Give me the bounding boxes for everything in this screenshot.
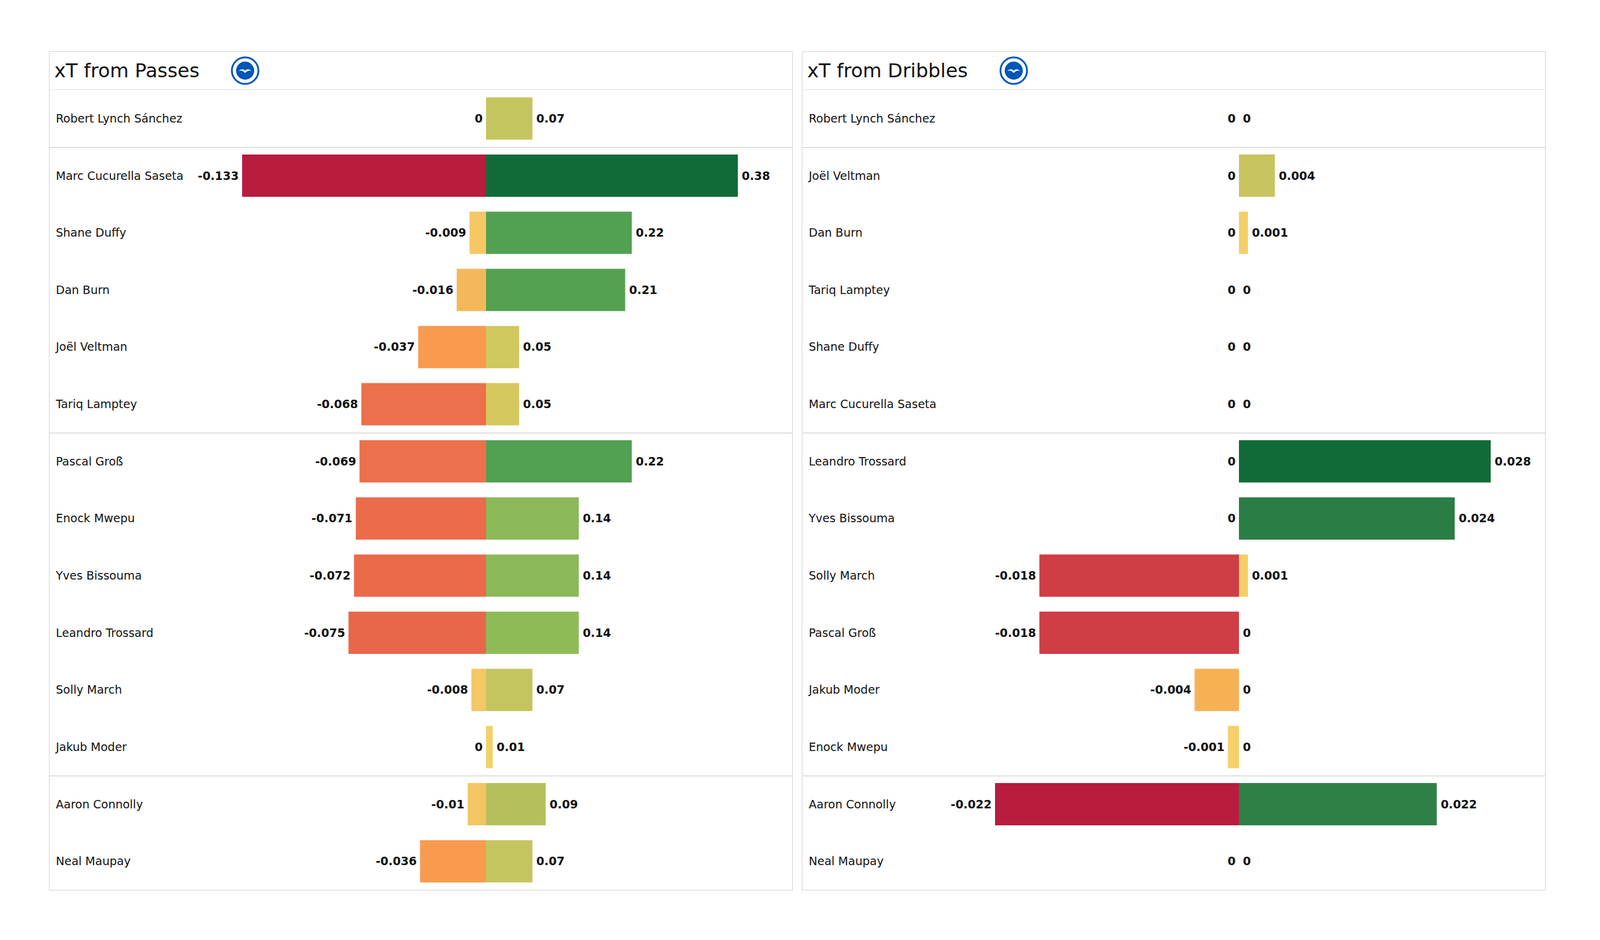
svg-text:0: 0 xyxy=(474,111,483,125)
svg-text:Yves Bissouma: Yves Bissouma xyxy=(55,568,142,583)
svg-text:0.004: 0.004 xyxy=(1278,169,1316,183)
svg-text:-0.008: -0.008 xyxy=(426,682,468,697)
svg-text:0: 0 xyxy=(1243,339,1252,354)
svg-text:-0.022: -0.022 xyxy=(950,797,992,811)
svg-text:Neal Maupay: Neal Maupay xyxy=(56,854,132,868)
svg-text:Jakub Moder: Jakub Moder xyxy=(808,682,881,697)
svg-text:0.22: 0.22 xyxy=(635,225,665,240)
svg-text:Aaron Connolly: Aaron Connolly xyxy=(56,797,144,811)
svg-text:Enock Mwepu: Enock Mwepu xyxy=(56,511,136,525)
svg-text:Robert Lynch Sánchez: Robert Lynch Sánchez xyxy=(809,111,936,125)
svg-text:Leandro Trossard: Leandro Trossard xyxy=(809,454,907,468)
svg-text:0: 0 xyxy=(1243,111,1252,125)
svg-text:0: 0 xyxy=(1227,854,1236,868)
svg-text:0.07: 0.07 xyxy=(536,111,565,125)
svg-text:Tariq Lamptey: Tariq Lamptey xyxy=(808,283,890,297)
svg-text:Aaron Connolly: Aaron Connolly xyxy=(809,797,896,811)
svg-text:0.07: 0.07 xyxy=(536,682,565,697)
html-text:xT from Dribbles: xT from Dribbles xyxy=(807,59,968,83)
svg-text:Marc Cucurella Saseta: Marc Cucurella Saseta xyxy=(56,169,184,183)
svg-text:0: 0 xyxy=(1227,454,1236,468)
svg-text:-0.075: -0.075 xyxy=(304,626,346,640)
svg-text:Neal Maupay: Neal Maupay xyxy=(809,854,884,868)
svg-text:Solly March: Solly March xyxy=(56,682,122,697)
svg-text:Dan Burn: Dan Burn xyxy=(56,283,110,297)
svg-text:0: 0 xyxy=(1243,740,1252,754)
svg-text:0: 0 xyxy=(1243,854,1252,868)
svg-text:Dan Burn: Dan Burn xyxy=(809,225,863,240)
svg-text:0: 0 xyxy=(1227,283,1236,297)
html-text:xT from Passes: xT from Passes xyxy=(54,59,200,83)
svg-text:0.09: 0.09 xyxy=(549,797,578,811)
svg-text:0: 0 xyxy=(1243,626,1252,640)
svg-text:-0.009: -0.009 xyxy=(425,225,467,240)
svg-text:0: 0 xyxy=(1227,511,1236,525)
svg-text:Marc Cucurella Saseta: Marc Cucurella Saseta xyxy=(809,397,937,411)
svg-text:0.001: 0.001 xyxy=(1251,568,1288,583)
svg-text:Jakub Moder: Jakub Moder xyxy=(55,740,128,754)
svg-text:Enock Mwepu: Enock Mwepu xyxy=(809,740,889,754)
svg-text:Yves Bissouma: Yves Bissouma xyxy=(808,511,895,525)
svg-text:-0.068: -0.068 xyxy=(316,397,359,411)
svg-text:0.001: 0.001 xyxy=(1251,225,1288,240)
svg-text:0.38: 0.38 xyxy=(742,169,771,183)
svg-text:Joël Veltman: Joël Veltman xyxy=(55,339,128,354)
svg-text:Shane Duffy: Shane Duffy xyxy=(56,225,127,240)
svg-text:Shane Duffy: Shane Duffy xyxy=(809,339,880,354)
svg-text:-0.069: -0.069 xyxy=(315,454,357,468)
svg-text:Joël Veltman: Joël Veltman xyxy=(808,169,881,183)
svg-text:0: 0 xyxy=(1243,283,1252,297)
svg-text:0: 0 xyxy=(1227,169,1236,183)
svg-text:0: 0 xyxy=(1227,225,1236,240)
svg-text:0.01: 0.01 xyxy=(496,740,525,754)
svg-text:-0.004: -0.004 xyxy=(1150,682,1192,697)
svg-text:-0.037: -0.037 xyxy=(373,339,415,354)
svg-text:0.07: 0.07 xyxy=(536,854,565,868)
svg-text:Tariq Lamptey: Tariq Lamptey xyxy=(55,397,138,411)
svg-text:Solly March: Solly March xyxy=(809,568,875,583)
svg-text:0: 0 xyxy=(474,740,483,754)
svg-text:0: 0 xyxy=(1227,339,1236,354)
svg-text:0.028: 0.028 xyxy=(1494,454,1532,468)
svg-text:-0.01: -0.01 xyxy=(431,797,465,811)
svg-text:0.14: 0.14 xyxy=(582,626,612,640)
svg-text:Robert Lynch Sánchez: Robert Lynch Sánchez xyxy=(56,111,183,125)
svg-text:-0.018: -0.018 xyxy=(995,626,1037,640)
svg-text:-0.133: -0.133 xyxy=(198,169,240,183)
svg-text:0.024: 0.024 xyxy=(1458,511,1495,525)
svg-text:0: 0 xyxy=(1227,111,1236,125)
svg-text:0.05: 0.05 xyxy=(522,339,552,354)
svg-text:0.05: 0.05 xyxy=(522,397,552,411)
svg-text:Pascal Groß: Pascal Groß xyxy=(56,454,124,468)
svg-text:-0.072: -0.072 xyxy=(309,568,351,583)
svg-text:0.22: 0.22 xyxy=(635,454,665,468)
svg-text:Leandro Trossard: Leandro Trossard xyxy=(56,626,154,640)
svg-text:0: 0 xyxy=(1243,682,1252,697)
svg-text:-0.016: -0.016 xyxy=(412,283,454,297)
svg-text:-0.001: -0.001 xyxy=(1183,740,1225,754)
svg-text:-0.018: -0.018 xyxy=(995,568,1037,583)
svg-text:0.14: 0.14 xyxy=(582,511,612,525)
svg-text:0.14: 0.14 xyxy=(582,568,612,583)
svg-text:-0.036: -0.036 xyxy=(375,854,417,868)
svg-text:-0.071: -0.071 xyxy=(311,511,353,525)
svg-text:0.022: 0.022 xyxy=(1440,797,1477,811)
svg-text:Pascal Groß: Pascal Groß xyxy=(809,626,877,640)
svg-text:0.21: 0.21 xyxy=(629,283,658,297)
svg-text:0: 0 xyxy=(1243,397,1252,411)
svg-text:0: 0 xyxy=(1227,397,1236,411)
